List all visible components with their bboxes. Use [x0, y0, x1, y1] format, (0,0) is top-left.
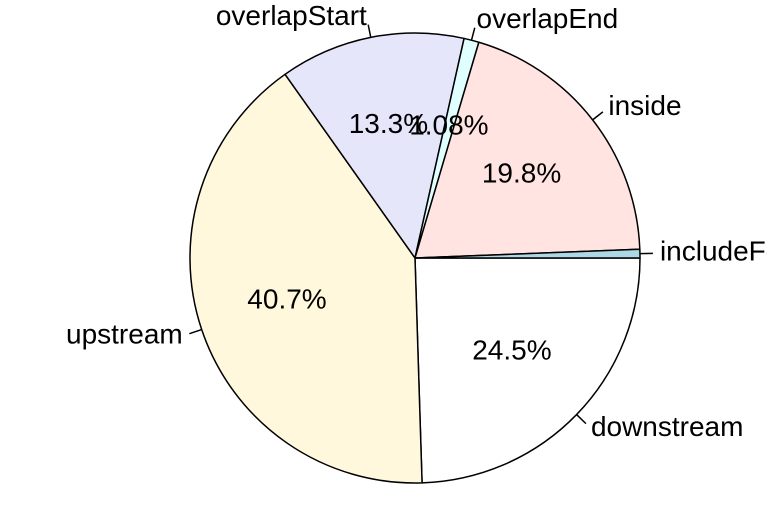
category-label-overlap-end: overlapEnd — [477, 3, 619, 34]
slice-downstream — [414, 257, 641, 484]
leader-downstream — [576, 414, 587, 425]
category-label-inside: inside — [608, 90, 681, 121]
category-label-overlap-start: overlapStart — [216, 0, 367, 31]
pie-slices — [189, 32, 641, 484]
slice-labels: downstream 24.5% upstream 40.7% overlapStart… — [66, 0, 767, 442]
percent-label-overlap-start: 13.3% — [349, 108, 428, 139]
category-label-include-feature: includeFeature — [660, 236, 767, 267]
percent-label-overlap-end: 1.08% — [409, 110, 488, 141]
slice-inside — [414, 41, 641, 259]
leader-inside — [592, 111, 604, 121]
leader-lines — [189, 24, 653, 425]
category-label-downstream: downstream — [591, 411, 744, 442]
slice-upstream — [189, 73, 423, 484]
percent-label-downstream: 24.5% — [472, 334, 551, 365]
leader-upstream — [189, 328, 202, 335]
category-label-upstream: upstream — [66, 318, 183, 349]
slice-overlap-start — [284, 32, 465, 259]
percent-label-inside: 19.8% — [482, 158, 561, 189]
leader-overlap-end — [470, 27, 476, 41]
slice-include-feature — [414, 248, 641, 259]
percent-label-upstream: 40.7% — [247, 283, 326, 314]
leader-overlap-start — [367, 24, 372, 38]
